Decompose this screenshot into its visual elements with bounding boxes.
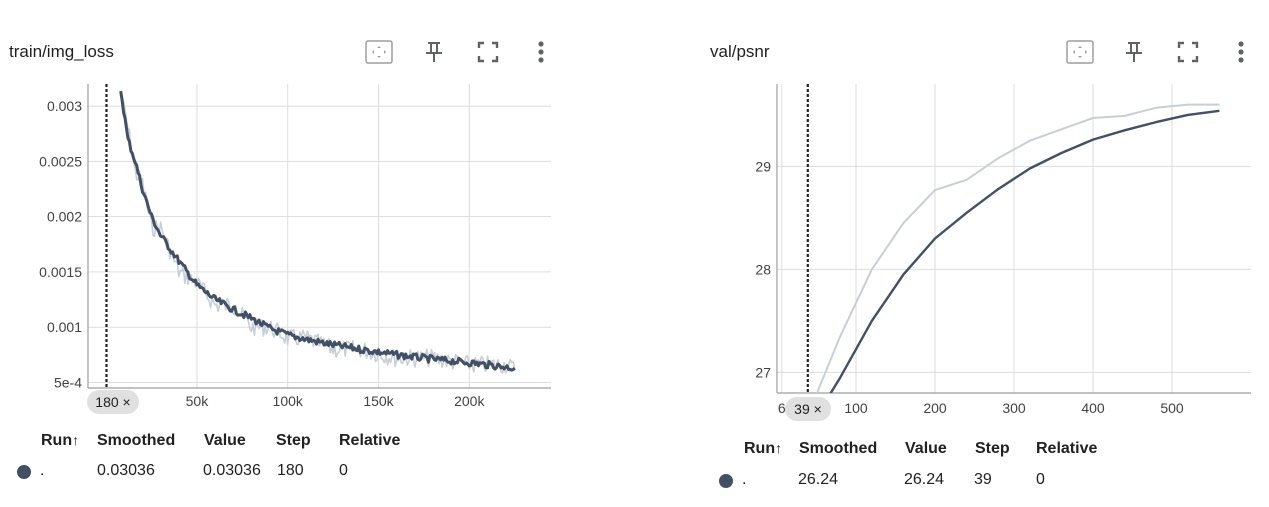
raw-series-line	[119, 94, 516, 374]
x-tick-label: 500	[1160, 400, 1184, 416]
y-tick-label: 0.002	[47, 209, 82, 225]
y-tick-label: 28	[755, 261, 771, 277]
fullscreen-icon	[1177, 41, 1199, 63]
smoothed-series-line	[119, 90, 516, 372]
raw-series-line	[815, 103, 1220, 393]
more-options-button[interactable]	[1227, 38, 1255, 66]
fullscreen-button[interactable]	[1174, 38, 1202, 66]
fit-domain-icon	[365, 40, 393, 64]
header-smoothed: Smoothed	[97, 432, 176, 449]
x-tick-label: 100k	[273, 393, 304, 409]
run-name: .	[40, 462, 45, 479]
hover-step-chip	[785, 397, 831, 421]
series-group	[119, 90, 516, 374]
pin-icon	[1126, 42, 1142, 62]
fit-domain-icon	[1066, 40, 1094, 64]
run-name: .	[742, 471, 747, 488]
header-run[interactable]: Run↑	[41, 432, 80, 449]
header-relative: Relative	[1036, 440, 1098, 457]
fit-domain-button[interactable]	[365, 38, 393, 66]
scalar-card-img-loss: train/img_loss 50k 100k 150k 200k 5e-4 0.001 0…	[0, 0, 570, 507]
x-tick-label: 6	[778, 400, 786, 416]
fit-domain-button[interactable]	[1066, 38, 1094, 66]
step-value: 180	[277, 462, 304, 479]
x-tick-label: 100	[844, 400, 868, 416]
relative-value: 0	[339, 462, 348, 479]
y-tick-label: 0.003	[47, 98, 82, 114]
header-value: Value	[204, 432, 246, 449]
fullscreen-icon	[477, 41, 499, 63]
hover-step-chip	[87, 390, 139, 414]
line-chart-img-loss[interactable]: 50k 100k 150k 200k 5e-4 0.001 0.0015 0.002 0.002…	[0, 0, 570, 420]
run-color-dot	[17, 465, 31, 479]
relative-value: 0	[1036, 471, 1045, 488]
fullscreen-button[interactable]	[474, 38, 502, 66]
pin-icon	[426, 42, 442, 62]
x-tick-label: 200k	[454, 393, 485, 409]
card-title: train/img_loss	[9, 42, 114, 61]
x-tick-label: 150k	[363, 393, 394, 409]
x-tick-label: 400	[1081, 400, 1105, 416]
series-group	[815, 103, 1220, 393]
step-value: 39	[974, 471, 992, 488]
scalar-card-psnr: val/psnr 100 200 300 400 500 6 27 28 29 39 × Run↑…	[700, 0, 1269, 507]
run-color-dot	[719, 474, 733, 488]
y-tick-label: 27	[755, 364, 771, 380]
line-chart-psnr[interactable]: 100 200 300 400 500 6 27 28 29 39 ×	[700, 0, 1269, 430]
header-value: Value	[905, 440, 947, 457]
y-tick-label: 0.0015	[39, 264, 82, 280]
y-tick-label: 0.0025	[39, 153, 82, 169]
more-vert-icon	[1238, 41, 1244, 63]
hover-step-chip-label: 39 ×	[794, 401, 822, 417]
smoothed-series-line	[829, 109, 1220, 393]
pin-button[interactable]	[420, 38, 448, 66]
smoothed-value: 26.24	[798, 471, 839, 488]
pin-button[interactable]	[1120, 38, 1148, 66]
more-vert-icon	[538, 41, 544, 63]
y-tick-label: 5e-4	[54, 374, 82, 390]
header-run[interactable]: Run↑	[744, 440, 783, 457]
header-step: Step	[975, 440, 1010, 457]
more-options-button[interactable]	[527, 38, 555, 66]
header-smoothed: Smoothed	[799, 440, 878, 457]
hover-step-chip-label: 180 ×	[95, 394, 130, 410]
x-tick-label: 300	[1002, 400, 1026, 416]
header-step: Step	[276, 432, 311, 449]
raw-value: 0.03036	[203, 462, 261, 479]
y-tick-label: 29	[755, 158, 771, 174]
y-tick-label: 0.001	[47, 319, 82, 335]
raw-value: 26.24	[904, 471, 945, 488]
x-tick-label: 200	[923, 400, 947, 416]
x-tick-label: 50k	[186, 393, 210, 409]
smoothed-value: 0.03036	[97, 462, 155, 479]
header-relative: Relative	[339, 432, 401, 449]
card-title: val/psnr	[710, 42, 770, 61]
